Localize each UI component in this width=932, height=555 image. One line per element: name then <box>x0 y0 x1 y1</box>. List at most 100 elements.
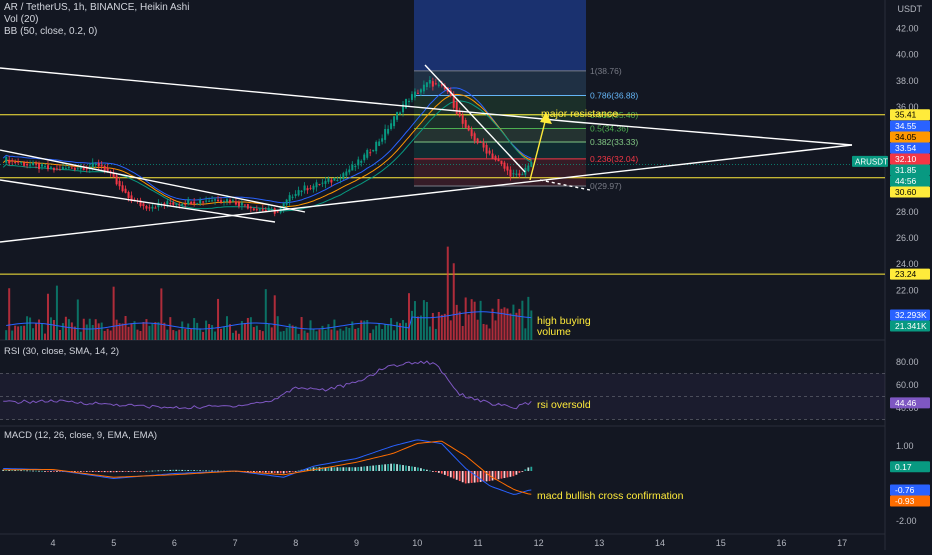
macd-value-label-bg <box>890 461 930 473</box>
volume-indicator-title[interactable]: Vol (20) <box>4 14 39 25</box>
time-axis[interactable]: 4 5 6 7 8 9 10 11 12 13 14 15 16 17 <box>50 538 847 548</box>
bb-lower <box>2 100 532 212</box>
candle-body <box>351 164 354 171</box>
volume-bar <box>515 312 518 340</box>
macd-histogram-bar <box>357 467 360 471</box>
macd-histogram-bar <box>273 471 276 474</box>
candle-body <box>270 208 273 210</box>
price-tick-label: 26.00 <box>896 233 919 243</box>
macd-histogram-bar <box>255 471 258 473</box>
candle-body <box>437 84 440 86</box>
macd-histogram-bar <box>494 471 497 480</box>
candle-body <box>70 167 73 169</box>
candle-body <box>240 202 243 206</box>
horizontal-levels[interactable] <box>0 114 885 275</box>
fibonacci-retracement[interactable]: 1(38.76)0.786(36.88)0.618(35.40)0.5(34.3… <box>414 0 638 191</box>
macd-indicator-title[interactable]: MACD (12, 26, close, 9, EMA, EMA) <box>4 430 158 441</box>
candle-body <box>387 128 390 134</box>
macd-histogram-bar <box>214 470 216 472</box>
candle-body <box>52 167 55 171</box>
macd-histogram-bar <box>59 471 61 472</box>
macd-histogram-bar <box>497 471 500 480</box>
macd-histogram-bar <box>366 466 369 471</box>
macd-histogram-bar <box>112 471 115 473</box>
trendlines[interactable] <box>0 64 853 243</box>
macd-histogram-bar <box>106 471 109 473</box>
candle-body <box>473 133 476 141</box>
candle-body <box>384 129 387 140</box>
price-label: 35.41 <box>895 110 917 120</box>
macd-histogram-bar <box>375 465 378 471</box>
macd-histogram-bar <box>184 469 187 471</box>
trendline <box>539 179 591 191</box>
price-label: 44:56 <box>895 176 917 186</box>
volume-bar <box>402 320 405 340</box>
price-tick-label: 38.00 <box>896 76 919 86</box>
macd-histogram-bar <box>351 467 354 471</box>
macd-histogram-bar <box>29 470 31 472</box>
macd-histogram-bar <box>452 471 455 479</box>
ticker-tag: ARUSDT <box>855 157 888 166</box>
volume-bar <box>214 331 217 340</box>
macd-histogram-bar <box>82 471 85 472</box>
candle-body <box>521 174 524 176</box>
macd-cross-label: macd bullish cross confirmation <box>537 490 684 502</box>
price-axis[interactable]: 42.0040.0038.0036.0034.0032.0030.0028.00… <box>852 23 930 526</box>
candle-body <box>396 112 399 120</box>
volume-bar <box>58 329 61 340</box>
candle-body <box>258 209 261 211</box>
macd-histogram-bar <box>417 467 419 471</box>
volume-bar <box>378 323 381 340</box>
volume-bar <box>106 328 109 340</box>
volume-bar <box>76 299 79 340</box>
fib-zone <box>414 141 586 159</box>
volume-bar <box>20 325 23 340</box>
macd-histogram-bar <box>482 471 485 482</box>
macd-histogram-bar <box>246 471 249 472</box>
volume-bar <box>390 318 393 340</box>
candle-body <box>264 209 267 211</box>
macd-histogram-bar <box>285 471 288 473</box>
volume-bar <box>26 316 29 340</box>
macd-histogram-bar <box>175 469 178 471</box>
volume-bar <box>381 329 384 340</box>
macd-histogram-bar <box>303 469 306 471</box>
candle-body <box>303 185 306 191</box>
symbol-title[interactable]: AR / TetherUS, 1h, BINANCE, Heikin Ashi <box>4 2 190 13</box>
volume-bar <box>452 263 455 340</box>
macd-histogram-bar <box>124 471 127 472</box>
candle-body <box>82 167 85 170</box>
macd-histogram-bar <box>443 471 446 475</box>
candle-body <box>410 94 413 100</box>
macd-histogram-bar <box>411 466 413 471</box>
bb-indicator-title[interactable]: BB (50, close, 0.2, 0) <box>4 26 98 37</box>
volume-bar <box>163 322 166 340</box>
volume-bars <box>5 246 533 340</box>
volume-bar <box>52 319 55 340</box>
candle-body <box>336 179 339 181</box>
volume-bar <box>440 314 443 340</box>
macd-histogram-bar <box>345 467 348 471</box>
candle-body <box>405 98 408 109</box>
fib-level-label: 1(38.76) <box>590 66 622 76</box>
macd-histogram-bar <box>530 466 533 471</box>
macd-histogram-bar <box>157 470 160 472</box>
candle-body <box>321 182 324 184</box>
volume-bar <box>148 325 151 340</box>
candle-body <box>375 141 378 152</box>
volume-bar <box>258 329 261 340</box>
candle-body <box>288 195 291 202</box>
macd-histogram-bar <box>133 471 136 472</box>
candle-body <box>199 199 202 204</box>
volume-bar <box>399 323 402 340</box>
trendline <box>0 144 853 243</box>
candle-body <box>79 166 82 170</box>
macd-histogram-bar <box>491 471 494 481</box>
rsi-indicator-title[interactable]: RSI (30, close, SMA, 14, 2) <box>4 346 120 357</box>
volume-bar <box>294 326 297 340</box>
candle-body <box>67 167 70 169</box>
macd-histogram-bar <box>288 471 291 473</box>
volume-bar <box>273 295 276 340</box>
